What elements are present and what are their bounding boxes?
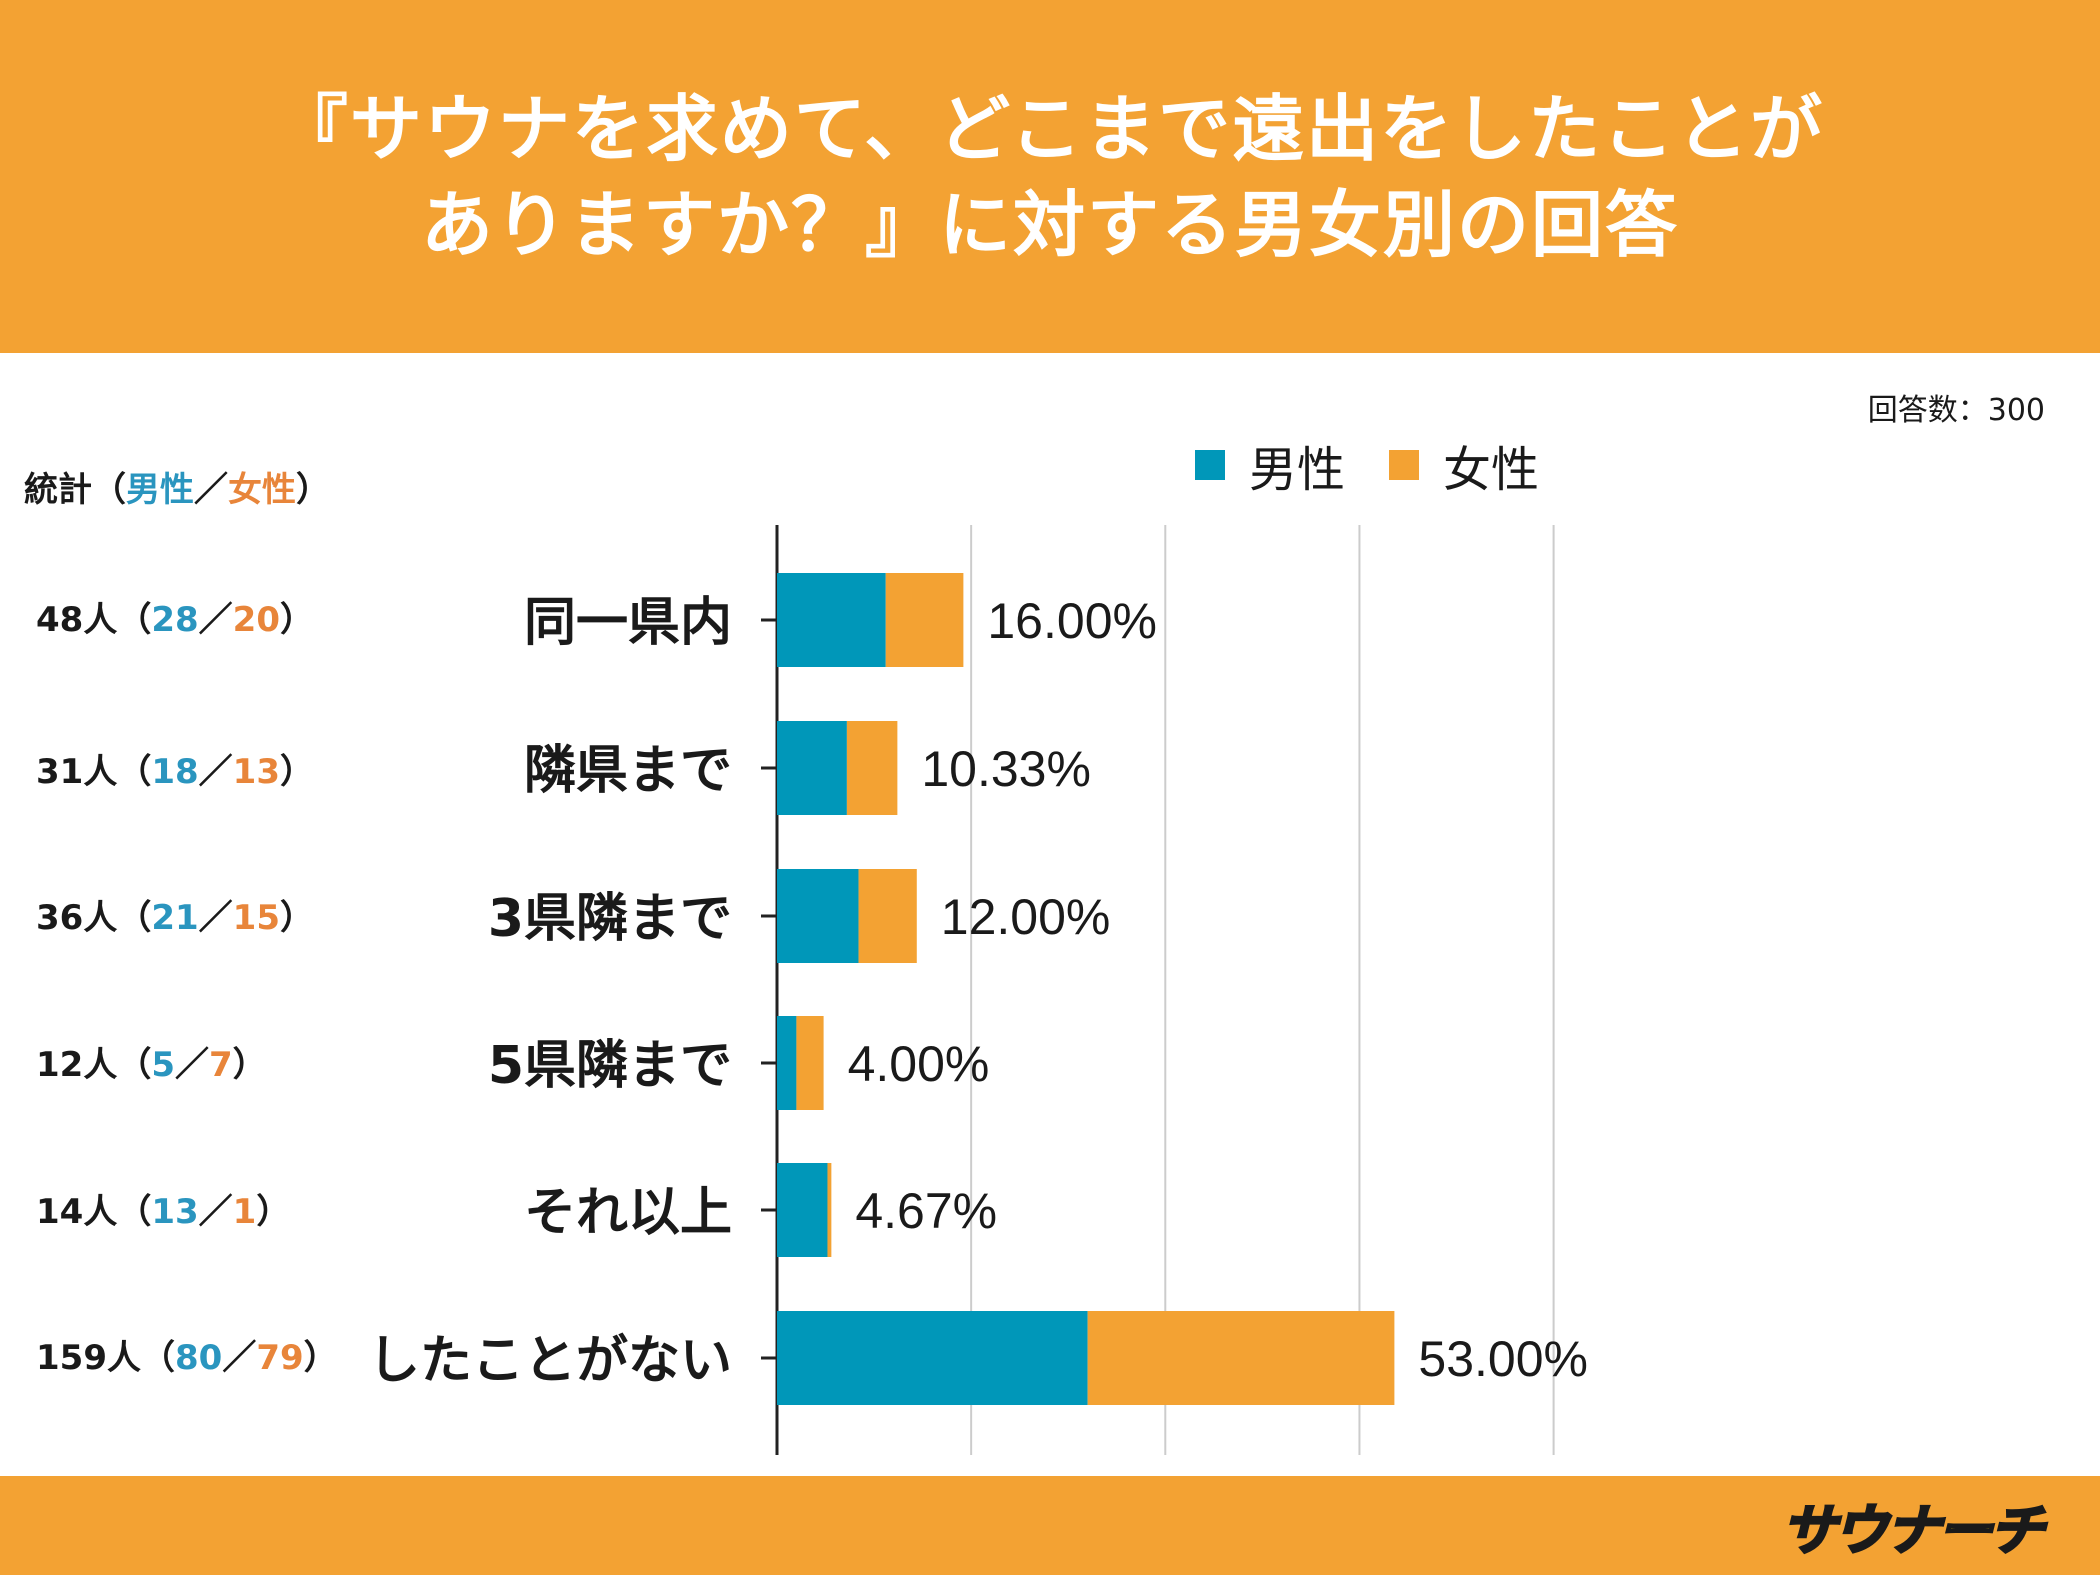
stat-total: 12人（ — [36, 1045, 152, 1085]
bar-female — [858, 869, 917, 963]
bar-female — [827, 1163, 832, 1257]
bar-male — [777, 573, 886, 667]
data-label: 4.67% — [855, 1183, 997, 1239]
chart-legend: 男性 女性 — [1195, 435, 1583, 498]
legend-swatch-female — [1389, 450, 1420, 480]
stat-slash: ／ — [222, 1338, 257, 1378]
data-label: 53.00% — [1418, 1331, 1588, 1387]
title-line-2: ありますか？』に対する男女別の回答 — [420, 182, 1679, 267]
bar-male — [777, 1016, 797, 1110]
stat-slash: ／ — [198, 752, 233, 792]
respondent-count: 回答数：300 — [1867, 393, 2045, 428]
data-label: 12.00% — [941, 889, 1111, 945]
bar-male — [777, 721, 847, 815]
stat-close: ） — [279, 898, 314, 938]
category-label: 3県隣まで — [488, 889, 732, 949]
stat-close: ） — [256, 1192, 291, 1232]
legend-label-male: 男性 — [1249, 442, 1346, 498]
stat-female: 1 — [232, 1192, 257, 1232]
data-label: 4.00% — [848, 1036, 990, 1092]
legend-item-female: 女性 — [1389, 430, 1539, 500]
stat-male: 28 — [151, 600, 199, 640]
stat-female: 15 — [232, 898, 280, 938]
data-label: 10.33% — [921, 741, 1091, 797]
stat-slash: ／ — [198, 898, 233, 938]
stat-total: 14人（ — [36, 1192, 152, 1232]
stat-row: 36人（21／15） — [36, 893, 314, 943]
stats-heading-suffix: ） — [296, 470, 330, 510]
category-label: 隣県まで — [524, 741, 732, 801]
stat-close: ） — [279, 752, 314, 792]
stat-male: 5 — [151, 1045, 175, 1085]
stat-total: 48人（ — [36, 600, 152, 640]
legend-item-male: 男性 — [1195, 430, 1345, 500]
stats-heading-female: 女性 — [228, 470, 296, 510]
stat-row: 14人（13／1） — [36, 1187, 290, 1237]
title-line-1: 『サウナを求めて、どこまで遠出をしたことが — [275, 86, 1825, 171]
stat-total: 31人（ — [36, 752, 152, 792]
stat-total: 36人（ — [36, 898, 152, 938]
stat-slash: ／ — [198, 1192, 233, 1232]
brand-logo: サウナーチ — [1781, 1497, 2046, 1563]
stat-row: 48人（28／20） — [36, 595, 314, 645]
stat-female: 13 — [232, 752, 280, 792]
category-label: それ以上 — [524, 1183, 732, 1243]
stat-close: ） — [279, 600, 314, 640]
stats-heading: 統計（男性／女性） — [24, 462, 330, 511]
stats-heading-slash: ／ — [194, 470, 228, 510]
bar-female — [846, 721, 898, 815]
bar-male — [777, 869, 859, 963]
data-label: 16.00% — [987, 593, 1157, 649]
stat-male: 13 — [151, 1192, 199, 1232]
stat-slash: ／ — [198, 600, 233, 640]
stat-row: 31人（18／13） — [36, 747, 314, 797]
bar-female — [1087, 1311, 1395, 1405]
stat-close: ） — [303, 1338, 338, 1378]
stat-total: 159人（ — [36, 1338, 175, 1378]
bar-male — [777, 1163, 828, 1257]
category-label: したことがない — [368, 1331, 732, 1391]
legend-label-female: 女性 — [1443, 442, 1540, 498]
category-label: 同一県内 — [524, 593, 732, 653]
stats-heading-male: 男性 — [126, 470, 194, 510]
stat-female: 79 — [256, 1338, 304, 1378]
header-banner: 『サウナを求めて、どこまで遠出をしたことが ありますか？』に対する男女別の回答 — [0, 0, 2100, 353]
stats-heading-prefix: 統計（ — [24, 470, 126, 510]
stat-male: 80 — [174, 1338, 223, 1378]
stat-female: 20 — [232, 600, 280, 640]
stat-row: 159人（80／79） — [36, 1333, 338, 1383]
footer-banner: サウナーチ — [0, 1476, 2100, 1575]
stat-male: 18 — [151, 752, 199, 792]
stat-slash: ／ — [175, 1045, 209, 1085]
stat-close: ） — [232, 1045, 267, 1085]
stat-male: 21 — [151, 898, 199, 938]
stat-female: 7 — [209, 1045, 233, 1085]
stat-row: 12人（5／7） — [36, 1040, 267, 1090]
bar-male — [777, 1311, 1088, 1405]
bar-female — [796, 1016, 824, 1110]
legend-swatch-male — [1195, 450, 1225, 480]
bar-female — [885, 573, 964, 667]
category-label: 5県隣まで — [488, 1036, 732, 1096]
